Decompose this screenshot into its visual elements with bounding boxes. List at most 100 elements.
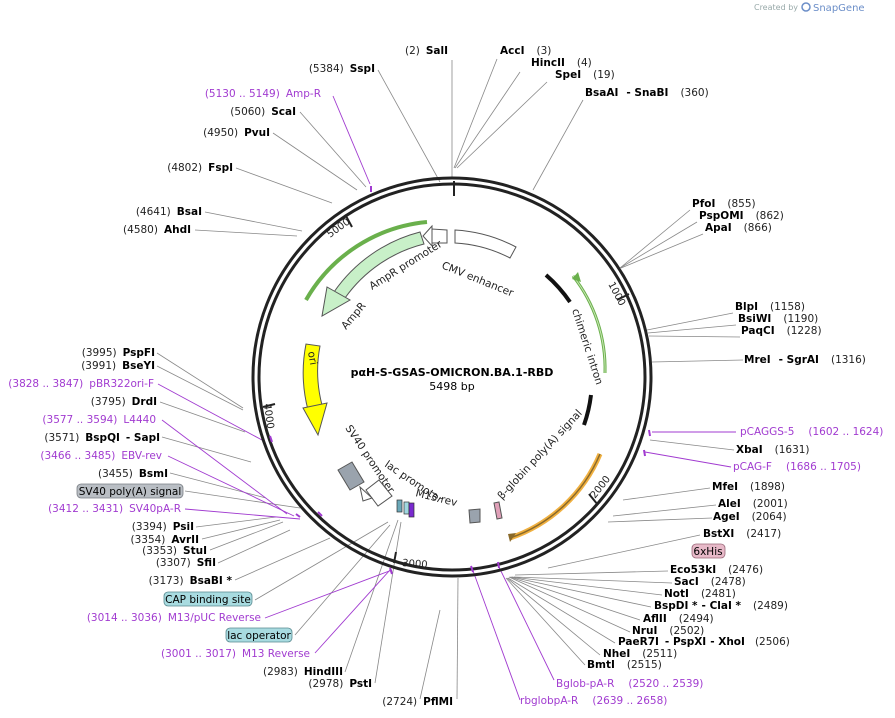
site-pos: (19) [593,69,615,81]
site-name: PaeR7I [618,636,659,648]
svg-text:pCAGGS-5(1602 .. 1624): pCAGGS-5 (1602 .. 1624) [740,426,883,438]
svg-text:PaqCI(1228): PaqCI (1228) [741,325,822,337]
primer-name: Amp-R [286,88,321,100]
svg-text:(3353)StuI: (3353) StuI [142,545,207,557]
site-name: PsiI [173,521,194,533]
site-name: AccI [500,45,524,57]
svg-text:(3571)BspQI- SapI: (3571) BspQI - SapI [44,432,160,444]
primer-name: SV40pA-R [129,503,181,515]
svg-text:BstXI(2417): BstXI (2417) [703,528,781,540]
primer-pos: (2520 .. 2539) [628,678,703,690]
svg-text:AgeI(2064): AgeI (2064) [713,511,787,523]
badge-cap: CAP binding site [163,591,253,607]
badge-6xhis-label: 6xHis [693,546,722,558]
site-name: BsaBI * [190,575,233,587]
svg-text:NheI(2511): NheI (2511) [603,648,677,660]
backbone-ring [251,176,653,578]
site-pos: (3307) [156,557,191,569]
site-pos: (862) [756,210,784,222]
primer-pos: (3001 .. 3017) [161,648,236,660]
major-ticks [262,181,630,564]
site-name: XbaI [736,444,763,456]
site-name: NotI [664,588,689,600]
svg-text:BmtI(2515): BmtI (2515) [587,659,662,671]
svg-text:(5384)SspI: (5384) SspI [309,63,375,75]
bglobin-arc-inner [509,453,601,539]
site-pos: (3795) [91,396,126,408]
badge-sv40pa: SV40 poly(A) signal [76,483,184,499]
site-name: MreI [744,354,771,366]
svg-text:HincII(4): HincII (4) [531,57,592,69]
site-name: HincII [531,57,565,69]
lac-promoter-arrow [365,479,393,507]
site-pos: (4950) [203,127,238,139]
svg-text:BsaAI- SnaBI(360): BsaAI - SnaBI (360) [585,87,709,99]
site-pos: (4) [577,57,592,69]
right-primer-labels: pCAGGS-5 (1602 .. 1624) pCAG-F (1686 .. 17… [520,426,883,707]
site-pos: (2502) [669,625,704,637]
site-name-2: SnaBI [634,87,668,99]
svg-text:(3995)PspFI: (3995) PspFI [82,347,155,359]
svg-text:(3354)AvrII: (3354) AvrII [130,534,199,546]
svg-text:(3001 .. 3017)M13 Reverse: (3001 .. 3017) M13 Reverse [161,648,310,660]
right-site-labels: (2) SalI AccI (3) HincII (4) SpeI (19) BsaAI… [405,45,866,671]
site-pos: (2511) [642,648,677,660]
site-pos: (4802) [167,162,202,174]
intron-segment-1 [544,273,572,304]
svg-text:BlpI(1158): BlpI (1158) [735,301,805,313]
site-name: DrdI [132,396,157,408]
site-pos: (3991) [81,360,116,372]
site-name-2: ClaI * [710,600,742,612]
ampr-label: AmpR [339,300,368,332]
site-name: BsaI [177,206,202,218]
site-name: BmtI [587,659,615,671]
primer-pos: (1602 .. 1624) [808,426,883,438]
ampr-promoter-arrowhead [422,224,433,248]
snapgene-logo-icon [801,2,811,12]
site-name-3: XhoI [718,636,745,648]
cap-binding-marker [396,499,403,513]
tick-3000: 3000 [402,558,428,571]
svg-text:AccI(3): AccI (3) [500,45,551,57]
snapgene-watermark: Created by SnapGene [754,2,865,14]
svg-text:SpeI(19): SpeI (19) [555,69,615,81]
site-name: SspI [350,63,375,75]
svg-text:(3394)PsiI: (3394) PsiI [132,521,194,533]
primer-name: pCAG-F [733,461,772,473]
svg-text:NruI(2502): NruI (2502) [632,625,704,637]
site-name: Eco53kI [670,564,716,576]
site-name: NruI [632,625,657,637]
site-pos: (2506) [755,636,790,648]
svg-text:rbglobpA-R(2639 .. 2658): rbglobpA-R (2639 .. 2658) [520,695,667,707]
site-pos: (2481) [701,588,736,600]
primer-pos: (3412 .. 3431) [48,503,123,515]
primer-pos: (2639 .. 2658) [592,695,667,707]
primer-pos: (3014 .. 3036) [87,612,162,624]
ori-arrowhead [302,402,328,437]
site-name: ScaI [271,106,296,118]
site-pos: (1190) [783,313,818,325]
ori-label: ori [305,350,319,366]
svg-text:Eco53kI(2476): Eco53kI (2476) [670,564,763,576]
svg-text:PspOMI(862): PspOMI (862) [699,210,784,222]
svg-text:pCAG-F(1686 .. 1705): pCAG-F (1686 .. 1705) [733,461,861,473]
site-pos: (2978) [308,678,343,690]
site-name-2: SapI [134,432,160,444]
svg-text:BsiWI(1190): BsiWI (1190) [738,313,818,325]
ampr-arrowhead [321,286,352,317]
cmv-enhancer-arrow [454,229,517,259]
site-pos: (3353) [142,545,177,557]
badge-cap-label: CAP binding site [165,594,251,606]
chimeric-intron-label: chimeric intron [569,307,605,386]
site-name: AvrII [171,534,199,546]
site-pos: (2478) [711,576,746,588]
site-name: BlpI [735,301,758,313]
svg-text:PfoI(855): PfoI (855) [692,198,756,210]
label-connectors [156,58,744,700]
svg-text:(2724)PflMI: (2724) PflMI [382,696,453,708]
tick-4000: 4000 [261,403,275,430]
svg-text:PaeR7I- PspXI- XhoI(2506): PaeR7I - PspXI - XhoI (2506) [618,636,790,648]
site-pos: (1158) [770,301,805,313]
svg-text:(3014 .. 3036)M13/pUC Reverse: (3014 .. 3036) M13/pUC Reverse [87,612,261,624]
badge-lacop-label: lac operator [227,630,291,642]
